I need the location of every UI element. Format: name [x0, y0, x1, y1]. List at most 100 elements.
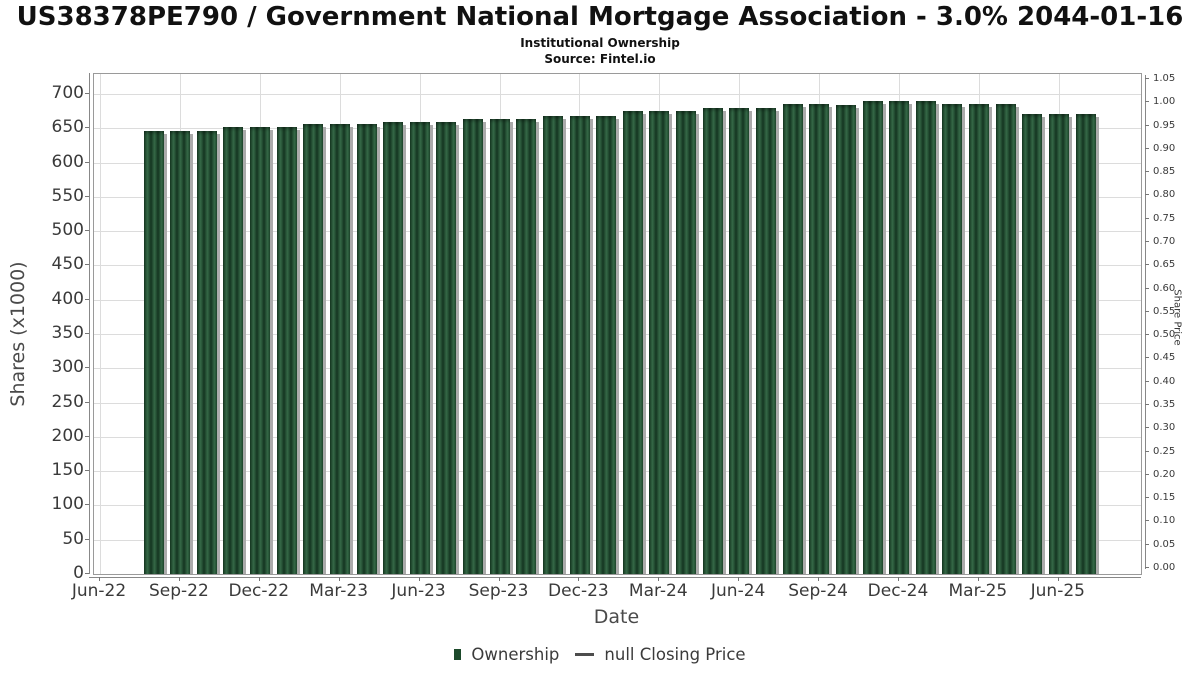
bottom-axis-tickmark [178, 577, 180, 581]
ownership-bar [942, 104, 963, 574]
y-right-tick-label: 0.85 [1153, 166, 1176, 178]
right-axis-tickmark [1145, 287, 1149, 289]
y-left-tick-label: 650 [51, 117, 84, 138]
left-axis-tickmark [85, 367, 89, 369]
ownership-bar [196, 131, 217, 574]
x-tick-label: Sep-23 [468, 581, 529, 601]
left-axis-tickmark [85, 93, 89, 94]
h-gridline [94, 368, 1141, 370]
right-axis-tickmark [1145, 78, 1149, 79]
h-gridline [94, 436, 1141, 438]
y-right-tick-label: 0.40 [1153, 375, 1176, 387]
left-axis-tickmark [85, 573, 89, 574]
y-right-tick-label: 0.60 [1153, 282, 1176, 294]
left-axis-tickmark [85, 127, 89, 129]
h-gridline [94, 128, 1141, 130]
legend-ownership-label: Ownership [471, 645, 560, 664]
ownership-bar [223, 126, 244, 574]
ownership-bar [915, 100, 936, 574]
ownership-bar [569, 115, 590, 574]
bottom-axis-tickmark [99, 577, 100, 581]
right-axis-tickmark [1145, 497, 1149, 499]
y-right-tick-label: 0.55 [1153, 305, 1176, 317]
x-axis-label: Date [593, 606, 640, 628]
y-left-tick-label: 200 [51, 425, 84, 446]
bottom-axis-tickmark [818, 577, 820, 581]
ownership-bar [383, 122, 404, 574]
ownership-bar [436, 122, 457, 574]
ownership-bar [596, 115, 617, 574]
right-axis-tickmark [1145, 520, 1149, 522]
ownership-bar [835, 104, 856, 574]
x-tick-label: Jun-24 [711, 581, 766, 601]
legend-closing-price-label: null Closing Price [604, 645, 746, 664]
ownership-bar [356, 124, 377, 574]
ownership-bar [329, 124, 350, 574]
y-right-tick-label: 0.10 [1153, 515, 1176, 527]
ownership-bar [409, 122, 430, 574]
h-gridline [94, 231, 1141, 233]
right-axis-tickmark [1145, 473, 1149, 475]
right-axis-tickmark [1145, 357, 1149, 359]
ownership-bar [516, 118, 537, 574]
y-right-tick-label: 0.50 [1153, 329, 1176, 341]
ownership-bar [676, 111, 697, 574]
ownership-bar [303, 124, 324, 574]
y-axis-label-left: Shares (x1000) [7, 261, 29, 407]
left-axis-tickmark [85, 230, 89, 232]
left-axis-tickmark [85, 298, 89, 300]
closing-price-line-swatch-icon [575, 653, 595, 656]
h-gridline [94, 94, 1141, 95]
y-right-tick-label: 0.35 [1153, 399, 1176, 410]
h-gridline [94, 505, 1141, 507]
left-axis-tickmark [85, 195, 89, 197]
y-left-tick-label: 450 [51, 254, 84, 275]
y-right-tick-label: 0.20 [1153, 468, 1176, 480]
left-axis-tickmark [85, 401, 89, 403]
ownership-bar [463, 118, 484, 574]
ownership-bar [1022, 113, 1043, 574]
ownership-bar [143, 131, 164, 574]
h-gridline [94, 402, 1141, 404]
y-left-tick-label: 100 [51, 494, 84, 515]
bottom-axis-tickmark [1057, 577, 1059, 581]
x-tick-label: Dec-22 [228, 581, 290, 601]
bottom-axis-tickmark [658, 577, 660, 581]
h-gridline [94, 162, 1141, 164]
right-axis-tickmark [1145, 217, 1149, 219]
right-axis-tickmark [1145, 567, 1149, 568]
y-right-tick-label: 0.90 [1153, 142, 1176, 154]
y-left-tick-label: 600 [51, 151, 84, 172]
left-axis-tickmark [85, 435, 89, 437]
right-axis-tickmark [1145, 101, 1149, 103]
left-axis-tickmark [85, 333, 89, 334]
y-right-tick-label: 0.30 [1153, 422, 1176, 434]
left-axis-spine [89, 73, 90, 574]
right-axis-tickmark [1145, 450, 1149, 452]
right-axis-tickmark [1145, 380, 1149, 382]
right-axis-spine [1145, 75, 1146, 569]
x-tick-label: Mar-25 [948, 581, 1008, 601]
ownership-bar [729, 107, 750, 574]
y-right-tick-label: 0.80 [1153, 189, 1176, 201]
y-left-tick-label: 50 [62, 528, 84, 549]
right-axis-tickmark [1145, 194, 1149, 196]
x-tick-label: Dec-23 [548, 581, 609, 601]
y-right-tick-label: 0.65 [1153, 259, 1176, 271]
ownership-bar-swatch-icon [454, 649, 462, 660]
y-right-tick-label: 0.15 [1153, 492, 1176, 504]
right-axis-tickmark [1145, 171, 1149, 173]
y-left-tick-label: 400 [51, 288, 84, 309]
y-right-tick-label: 0.25 [1153, 445, 1176, 457]
y-left-tick-label: 550 [51, 185, 84, 206]
x-tick-label: Sep-22 [148, 581, 209, 601]
right-axis-tickmark [1145, 427, 1149, 429]
y-left-tick-label: 500 [51, 220, 84, 241]
right-axis-tickmark [1145, 543, 1149, 545]
h-gridline [94, 196, 1141, 198]
bottom-axis-tickmark [977, 577, 979, 581]
y-left-tick-label: 300 [51, 357, 84, 378]
y-axis-label-right: Share Price [1171, 289, 1183, 346]
bottom-axis-tickmark [578, 577, 580, 581]
